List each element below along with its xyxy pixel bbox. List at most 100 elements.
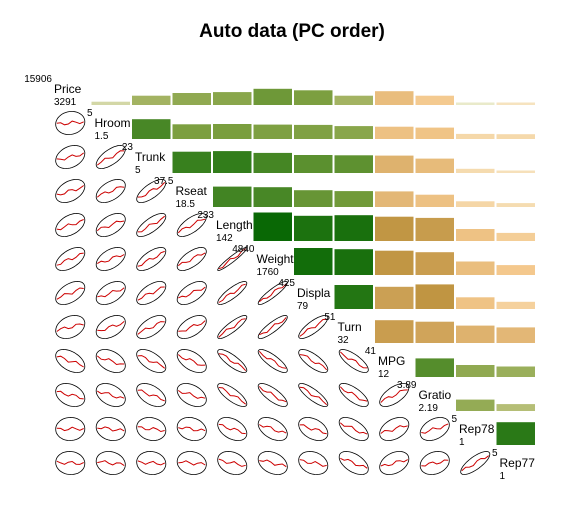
variable-max-weight: 4840 <box>232 244 255 255</box>
ellipse-gratio-weight <box>257 382 288 408</box>
smooth-line-rep78-rseat <box>178 426 206 432</box>
ellipse-rep78-gratio <box>419 417 450 441</box>
corr-bar-hroom-turn <box>334 126 373 139</box>
corr-bar-hroom-rep77 <box>496 134 535 139</box>
ellipse-trunk-hroom <box>95 144 126 170</box>
ellipse-weight-rseat <box>176 246 207 272</box>
ellipse-gratio-hroom <box>95 383 126 407</box>
ellipse-gratio-rseat <box>176 383 207 407</box>
smooth-line-length-hroom <box>96 220 125 232</box>
corr-bar-hroom-gratio <box>415 127 454 139</box>
ellipse-rep77-turn <box>338 450 369 476</box>
ellipse-gratio-mpg <box>379 383 410 407</box>
corr-bar-displa-gratio <box>415 284 454 309</box>
ellipse-turn-length <box>217 314 248 340</box>
smooth-line-displa-rseat <box>178 286 206 299</box>
ellipse-gratio-displa <box>298 383 329 407</box>
variable-max-rep77: 5 <box>492 448 498 459</box>
ellipse-weight-length <box>217 246 248 272</box>
corr-bar-displa-turn <box>334 285 373 309</box>
smooth-line-length-price <box>56 219 84 231</box>
smooth-line-rep77-turn <box>340 457 368 469</box>
smooth-line-rseat-price <box>56 185 84 196</box>
smooth-line-rep78-trunk <box>137 426 165 433</box>
variable-max-gratio: 3.89 <box>397 380 417 391</box>
ellipse-hroom-price <box>55 111 86 135</box>
ellipse-rep77-trunk <box>136 450 167 476</box>
corr-bar-hroom-trunk <box>132 119 171 139</box>
smooth-line-rep77-rseat <box>178 460 206 466</box>
corr-bar-gratio-rep77 <box>496 404 535 411</box>
ellipse-length-trunk <box>136 212 167 238</box>
corr-bar-price-weight <box>253 88 292 105</box>
ellipse-rep77-weight <box>257 450 288 476</box>
corr-bar-weight-rep77 <box>496 265 535 275</box>
ellipse-turn-rseat <box>176 314 207 340</box>
smooth-line-rep77-length <box>218 458 246 467</box>
smooth-line-mpg-turn <box>339 351 368 369</box>
corr-bar-mpg-rep78 <box>456 365 495 377</box>
smooth-line-weight-hroom <box>97 254 125 265</box>
ellipse-displa-price <box>55 280 86 306</box>
ellipse-gratio-price <box>55 382 86 408</box>
corr-bar-price-rep78 <box>456 102 495 105</box>
smooth-line-turn-weight <box>259 317 287 336</box>
smooth-line-weight-trunk <box>137 250 165 267</box>
variable-label-rep77: Rep77 <box>500 456 536 470</box>
smooth-line-gratio-weight <box>258 386 287 403</box>
smooth-line-turn-trunk <box>137 321 165 335</box>
variable-min-price: 3291 <box>54 97 77 108</box>
smooth-line-mpg-trunk <box>137 355 166 369</box>
smooth-line-hroom-price <box>56 120 84 126</box>
ellipse-rep78-price <box>55 416 86 442</box>
corr-bar-rseat-weight <box>253 187 292 207</box>
ellipse-rep77-rep78 <box>460 450 491 476</box>
ellipse-rep78-rseat <box>176 416 207 442</box>
ellipse-mpg-turn <box>338 348 369 374</box>
variable-min-mpg: 12 <box>378 369 390 380</box>
corr-bar-price-displa <box>294 90 333 105</box>
corr-bar-weight-rep78 <box>456 261 495 275</box>
ellipse-displa-hroom <box>95 280 126 306</box>
smooth-line-mpg-hroom <box>96 355 125 366</box>
ellipse-length-rseat <box>176 212 207 238</box>
ellipse-rep78-turn <box>338 417 369 441</box>
corr-bar-hroom-displa <box>294 124 333 139</box>
smooth-line-mpg-length <box>218 353 247 372</box>
smooth-line-rep78-mpg <box>380 425 408 434</box>
variable-label-trunk: Trunk <box>135 150 166 164</box>
ellipse-displa-weight <box>257 280 288 306</box>
smooth-line-rep77-mpg <box>380 459 408 467</box>
smooth-line-rep77-trunk <box>137 460 165 466</box>
smooth-line-weight-length <box>218 248 246 270</box>
corr-bar-rseat-mpg <box>375 191 414 207</box>
smooth-line-turn-hroom <box>97 321 125 332</box>
variable-label-weight: Weight <box>257 252 295 266</box>
corr-bar-displa-rep77 <box>496 301 535 309</box>
smooth-line-rseat-hroom <box>96 186 125 198</box>
corr-bar-hroom-length <box>213 124 252 139</box>
smooth-line-weight-rseat <box>177 252 206 267</box>
smooth-line-displa-trunk <box>137 286 165 301</box>
variable-max-rseat: 37.5 <box>154 176 174 187</box>
ellipse-displa-length <box>217 280 248 306</box>
corr-bar-length-turn <box>334 215 373 241</box>
corr-bar-price-mpg <box>375 91 414 105</box>
variable-min-rseat: 18.5 <box>176 199 196 210</box>
variable-min-rep78: 1 <box>459 437 465 448</box>
corr-bar-trunk-length <box>213 151 252 173</box>
variable-max-mpg: 41 <box>365 346 377 357</box>
variable-max-hroom: 5 <box>87 108 93 119</box>
variable-max-trunk: 23 <box>122 142 134 153</box>
ellipse-rep78-hroom <box>95 417 126 441</box>
variable-min-gratio: 2.19 <box>419 403 439 414</box>
variable-min-trunk: 5 <box>135 165 141 176</box>
corr-bar-length-rep77 <box>496 232 535 241</box>
ellipse-rseat-price <box>55 179 86 203</box>
corr-bar-price-gratio <box>415 95 454 105</box>
ellipse-turn-trunk <box>136 315 167 339</box>
ellipse-rep77-mpg <box>379 451 410 475</box>
ellipse-rseat-hroom <box>95 178 126 204</box>
smooth-line-rep78-turn <box>339 422 368 435</box>
